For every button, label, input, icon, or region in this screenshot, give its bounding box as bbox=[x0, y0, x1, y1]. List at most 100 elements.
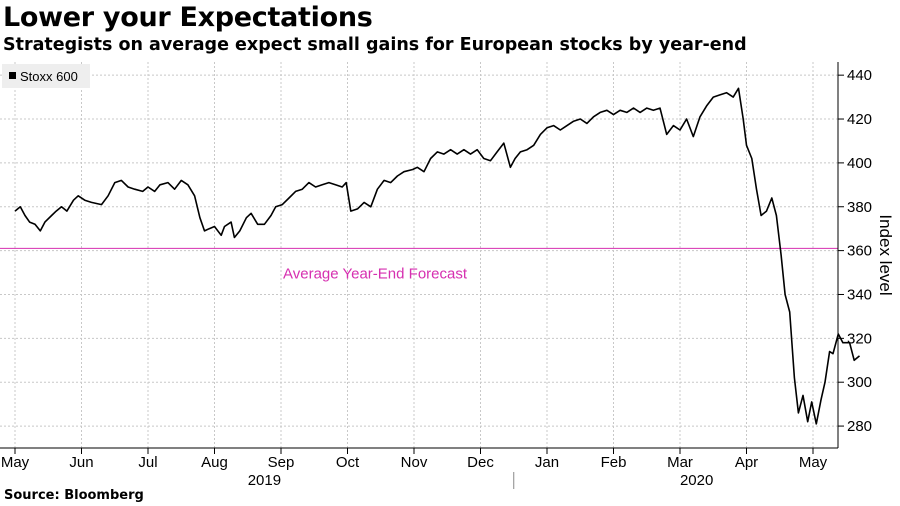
data-point bbox=[829, 351, 830, 352]
data-point bbox=[781, 254, 782, 255]
data-point bbox=[463, 149, 464, 150]
data-point bbox=[816, 423, 817, 424]
data-point bbox=[679, 129, 680, 130]
forecast-annotation: Average Year-End Forecast bbox=[283, 265, 468, 282]
data-point bbox=[633, 108, 634, 109]
data-point bbox=[346, 182, 347, 183]
data-point bbox=[142, 191, 143, 192]
data-point bbox=[73, 200, 74, 201]
data-point bbox=[14, 211, 15, 212]
data-point bbox=[322, 184, 323, 185]
data-point bbox=[134, 189, 135, 190]
data-point bbox=[613, 114, 614, 115]
data-point bbox=[282, 204, 283, 205]
data-point bbox=[546, 127, 547, 128]
data-point bbox=[128, 186, 129, 187]
y-tick-label-320: 320 bbox=[847, 330, 872, 347]
data-point bbox=[673, 125, 674, 126]
data-point bbox=[693, 136, 694, 137]
x-tick-label-jun-1: Jun bbox=[69, 454, 93, 471]
year-label-2020: 2020 bbox=[680, 472, 713, 489]
y-tick-label-440: 440 bbox=[847, 67, 872, 84]
y-tick-label-420: 420 bbox=[847, 111, 872, 128]
data-point bbox=[56, 211, 57, 212]
data-point bbox=[726, 92, 727, 93]
data-point bbox=[470, 154, 471, 155]
data-point bbox=[167, 182, 168, 183]
data-point bbox=[384, 180, 385, 181]
data-point bbox=[239, 230, 240, 231]
data-point bbox=[91, 202, 92, 203]
data-point bbox=[450, 149, 451, 150]
x-tick-label-dec-7: Dec bbox=[467, 454, 494, 471]
data-point bbox=[743, 118, 744, 119]
data-point bbox=[746, 145, 747, 146]
data-point bbox=[520, 151, 521, 152]
x-tick-label-oct-5: Oct bbox=[336, 454, 360, 471]
data-point bbox=[40, 230, 41, 231]
data-point bbox=[397, 175, 398, 176]
data-point bbox=[776, 215, 777, 216]
y-tick-label-380: 380 bbox=[847, 199, 872, 216]
data-point bbox=[264, 224, 265, 225]
data-point bbox=[794, 377, 795, 378]
y-tick-label-400: 400 bbox=[847, 155, 872, 172]
chart-title: Lower your Expectations bbox=[3, 2, 373, 33]
data-point bbox=[802, 395, 803, 396]
data-point bbox=[350, 211, 351, 212]
data-point bbox=[84, 200, 85, 201]
data-point bbox=[606, 110, 607, 111]
x-tick-label-jan-8: Jan bbox=[535, 454, 559, 471]
data-point bbox=[586, 123, 587, 124]
data-point bbox=[20, 206, 21, 207]
y-tick-label-300: 300 bbox=[847, 374, 872, 391]
data-point bbox=[29, 222, 30, 223]
data-point bbox=[335, 184, 336, 185]
x-tick-label-apr-11: Apr bbox=[735, 454, 758, 471]
data-point bbox=[699, 116, 700, 117]
data-point bbox=[154, 191, 155, 192]
x-tick-label-sep-4: Sep bbox=[268, 454, 295, 471]
data-point bbox=[483, 158, 484, 159]
x-tick-label-may-12: May bbox=[799, 454, 828, 471]
data-point bbox=[246, 217, 247, 218]
data-point bbox=[560, 129, 561, 130]
data-point bbox=[771, 197, 772, 198]
data-point bbox=[423, 171, 424, 172]
data-point bbox=[540, 134, 541, 135]
data-point bbox=[686, 118, 687, 119]
data-point bbox=[403, 171, 404, 172]
data-point bbox=[147, 186, 148, 187]
legend: Stoxx 600 bbox=[2, 64, 90, 88]
data-point bbox=[342, 186, 343, 187]
legend-label-stoxx-600: Stoxx 600 bbox=[20, 69, 78, 84]
data-point bbox=[234, 237, 235, 238]
data-point bbox=[733, 97, 734, 98]
data-point bbox=[600, 112, 601, 113]
x-tick-label-aug-3: Aug bbox=[201, 454, 228, 471]
data-point bbox=[209, 228, 210, 229]
x-tick-label-feb-9: Feb bbox=[601, 454, 627, 471]
data-point bbox=[533, 145, 534, 146]
x-tick-label-jul-2: Jul bbox=[138, 454, 157, 471]
data-point bbox=[824, 382, 825, 383]
data-point bbox=[61, 206, 62, 207]
series-layer bbox=[14, 87, 861, 425]
data-point bbox=[719, 94, 720, 95]
data-point bbox=[477, 149, 478, 150]
data-point bbox=[430, 158, 431, 159]
data-point bbox=[199, 217, 200, 218]
data-point bbox=[490, 160, 491, 161]
data-point bbox=[328, 182, 329, 183]
source-note: Source: Bloomberg bbox=[4, 488, 144, 503]
data-point bbox=[620, 110, 621, 111]
data-point bbox=[756, 189, 757, 190]
legend-swatch-stoxx-600 bbox=[9, 72, 16, 79]
data-point bbox=[214, 226, 215, 227]
data-point bbox=[785, 294, 786, 295]
y-tick-label-340: 340 bbox=[847, 286, 872, 303]
data-point bbox=[626, 112, 627, 113]
y-tick-label-360: 360 bbox=[847, 243, 872, 260]
data-point bbox=[412, 169, 413, 170]
